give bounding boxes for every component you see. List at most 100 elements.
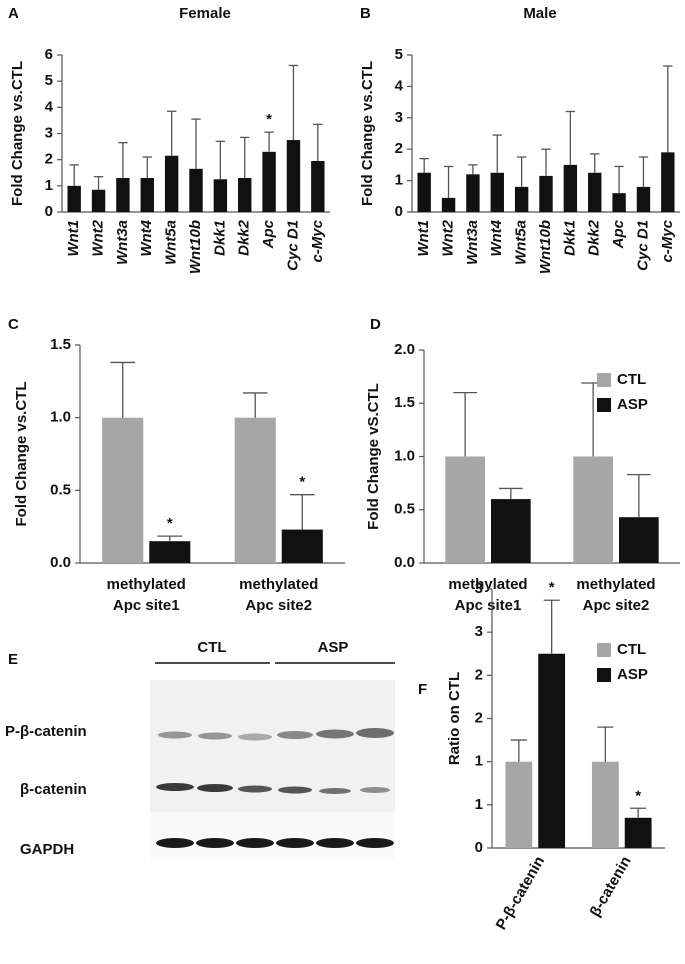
x-tick-label: c-Myc xyxy=(659,219,676,262)
bar xyxy=(514,186,529,212)
row-label: β-catenin xyxy=(20,781,87,798)
x-tick-label: β-catenin xyxy=(587,853,635,919)
legend-swatch xyxy=(597,398,611,412)
x-tick-label: methylated xyxy=(576,576,655,593)
x-tick-label: methylated xyxy=(448,576,527,593)
x-tick-label: Cyc D1 xyxy=(284,220,301,271)
bar xyxy=(490,172,504,212)
y-tick-label: 5 xyxy=(45,72,53,89)
bar xyxy=(116,177,130,212)
significance-mark: * xyxy=(299,474,305,491)
panel-letter: B xyxy=(360,5,371,22)
significance-mark: * xyxy=(635,787,641,804)
y-tick-label: 5 xyxy=(395,46,403,63)
bar xyxy=(619,517,659,563)
x-tick-label: Wnt3a xyxy=(114,220,131,265)
bar xyxy=(591,761,619,848)
y-tick-label: 4 xyxy=(45,98,54,115)
x-tick-label: methylated xyxy=(239,576,318,593)
y-axis-label: Fold Change vs.CTL xyxy=(9,61,26,206)
x-tick-label: Dkk1 xyxy=(561,220,578,256)
y-tick-label: 2 xyxy=(475,666,483,683)
x-tick-label: Apc site2 xyxy=(583,597,650,614)
x-tick-label: Cyc D1 xyxy=(634,220,651,271)
x-tick-label: Wnt5a xyxy=(513,220,530,265)
legend-label: ASP xyxy=(617,396,648,413)
x-tick-label: Apc site2 xyxy=(245,597,312,614)
bar xyxy=(286,140,301,212)
y-axis-label: Fold Change vs.CTL xyxy=(359,61,376,206)
bar xyxy=(588,172,602,212)
legend-swatch xyxy=(597,668,611,682)
y-tick-label: 3 xyxy=(475,623,483,640)
bar xyxy=(164,155,179,212)
y-tick-label: 2 xyxy=(45,151,53,168)
y-axis-label: Ratio on CTL xyxy=(446,672,463,765)
y-tick-label: 1.0 xyxy=(50,409,71,426)
y-tick-label: 1 xyxy=(45,177,53,194)
significance-mark: * xyxy=(549,579,555,596)
y-tick-label: 1.0 xyxy=(394,447,415,464)
group-label: ASP xyxy=(318,639,349,656)
x-tick-label: c-Myc xyxy=(309,219,326,262)
row-label: P-β-catenin xyxy=(5,723,87,740)
x-tick-label: Apc site1 xyxy=(113,597,180,614)
bar xyxy=(505,761,533,848)
bar xyxy=(573,456,613,563)
x-tick-label: Wnt2 xyxy=(440,219,457,256)
bar xyxy=(624,817,652,848)
legend-swatch xyxy=(597,373,611,387)
blot-strip xyxy=(150,812,395,860)
row-label: GAPDH xyxy=(20,841,74,858)
panel-letter: A xyxy=(8,5,19,22)
bar xyxy=(262,151,276,212)
chart-title: Male xyxy=(523,5,556,22)
x-tick-label: Dkk1 xyxy=(211,220,228,256)
y-tick-label: 4 xyxy=(395,77,404,94)
bar xyxy=(140,177,154,212)
significance-mark: * xyxy=(266,111,272,128)
x-tick-label: Wnt2 xyxy=(90,219,107,256)
bar xyxy=(466,174,480,212)
band-row xyxy=(156,838,394,848)
y-tick-label: 3 xyxy=(45,124,53,141)
x-tick-label: Wnt1 xyxy=(415,220,432,257)
panel-letter: D xyxy=(370,316,381,333)
bar xyxy=(281,529,323,563)
y-tick-label: 3 xyxy=(395,109,403,126)
x-tick-label: P-β-catenin xyxy=(493,853,549,932)
x-tick-label: Dkk2 xyxy=(586,219,603,256)
panel-letter: F xyxy=(418,681,427,698)
legend-label: CTL xyxy=(617,371,646,388)
legend-swatch xyxy=(597,643,611,657)
x-tick-label: Apc xyxy=(260,219,277,249)
y-tick-label: 0.0 xyxy=(50,554,71,571)
bar xyxy=(563,164,578,212)
chart-title: Female xyxy=(179,5,231,22)
y-tick-label: 1 xyxy=(475,753,483,770)
bar xyxy=(539,175,553,212)
legend-label: CTL xyxy=(617,641,646,658)
y-tick-label: 2.0 xyxy=(394,341,415,358)
x-tick-label: methylated xyxy=(107,576,186,593)
bar xyxy=(102,417,144,563)
western-blot: E CTL ASP P-β-catenin β-catenin GAPDH xyxy=(5,639,395,860)
group-label: CTL xyxy=(197,639,226,656)
bar xyxy=(636,186,651,212)
y-tick-label: 2 xyxy=(475,709,483,726)
x-tick-label: Wnt10b xyxy=(537,220,554,274)
x-tick-label: Wnt5a xyxy=(163,220,180,265)
y-tick-label: 1.5 xyxy=(50,336,71,353)
x-tick-label: Wnt4 xyxy=(488,219,505,256)
bar xyxy=(189,168,203,212)
bar xyxy=(491,499,531,563)
y-tick-label: 0 xyxy=(395,203,403,220)
band-row xyxy=(158,728,394,741)
x-tick-label: Apc xyxy=(610,219,627,249)
bar xyxy=(445,456,485,563)
bar xyxy=(67,185,81,212)
bar xyxy=(417,172,431,212)
bar xyxy=(238,177,252,212)
bar xyxy=(612,193,626,212)
